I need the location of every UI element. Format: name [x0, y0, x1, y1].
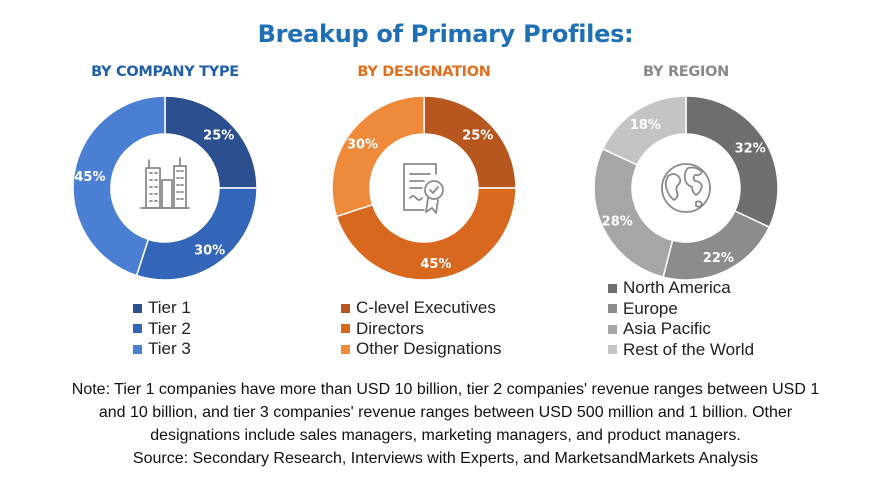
legend-label: Other Designations: [356, 339, 502, 358]
source-line: Source: Secondary Research, Interviews w…: [132, 450, 759, 467]
designation-panel: BY DESIGNATION 25% 45% 30% C-level Executi…: [279, 64, 569, 364]
company-type-panel: BY COMPANY TYPE 25% 30% 45% Tier 1 Tier 2 Ti…: [20, 64, 310, 364]
slice-directors: [335, 187, 517, 281]
legend-swatch: [608, 324, 617, 334]
slice-c-level-executives: [423, 95, 517, 189]
region-donut: 32% 22% 28% 18%: [593, 95, 779, 281]
company-type-donut: 25% 30% 45%: [72, 95, 258, 281]
slice-asia-pacific: [593, 147, 674, 279]
designation-legend: C-level Executives Directors Other Designa…: [341, 298, 502, 360]
chart-title: Breakup of Primary Profiles:: [257, 20, 634, 48]
slice-label-europe: 22%: [703, 251, 734, 266]
region-panel: BY REGION 32% 22% 28% 18% North America Euro…: [541, 64, 831, 364]
legend-label: Europe: [623, 298, 678, 318]
slice-label-north-america: 32%: [735, 141, 766, 156]
slice-label-asia-pacific: 28%: [602, 214, 633, 229]
legend-swatch: [608, 304, 617, 314]
legend-label: Directors: [356, 318, 425, 338]
legend-label: Tier 3: [148, 339, 191, 358]
slice-label-other-designations: 30%: [347, 137, 378, 152]
legend-item-tier-3: Tier 3: [133, 339, 191, 360]
legend-swatch: [133, 344, 142, 354]
legend-swatch: [608, 283, 617, 293]
note-line-3: designations include sales managers, mar…: [150, 427, 741, 444]
footnote: Note: Tier 1 companies have more than US…: [0, 378, 891, 470]
slice-rest-of-the-world: [601, 95, 687, 167]
legend-label: Tier 2: [148, 318, 191, 338]
slice-label-tier-1: 25%: [203, 128, 234, 143]
legend-swatch: [341, 324, 350, 334]
legend-item-north-america: North America: [608, 278, 754, 299]
legend-item-tier-1: Tier 1: [133, 298, 191, 319]
legend-label: North America: [623, 278, 731, 297]
legend-label: C-level Executives: [356, 298, 496, 317]
donut-hole: [111, 134, 219, 242]
slice-label-c-level-executives: 25%: [462, 128, 493, 143]
legend-label: Rest of the World: [623, 339, 755, 359]
legend-swatch: [341, 303, 350, 313]
legend-label: Asia Pacific: [623, 319, 711, 338]
region-legend: North America Europe Asia Pacific Rest of t…: [608, 278, 754, 360]
slice-label-tier-2: 30%: [194, 243, 225, 258]
note-line-2: and 10 billion, and tier 3 companies' re…: [98, 404, 793, 421]
slice-tier-1: [164, 95, 258, 189]
certificate-icon: [403, 163, 444, 214]
donut-hole: [632, 134, 740, 242]
legend-item-europe: Europe: [608, 299, 754, 320]
note-line-1: Note: Tier 1 companies have more than US…: [71, 381, 820, 398]
legend-item-tier-2: Tier 2: [133, 319, 191, 340]
legend-item-asia-pacific: Asia Pacific: [608, 319, 754, 340]
legend-item-other-designations: Other Designations: [341, 339, 502, 360]
slice-tier-2: [135, 187, 258, 281]
globe-icon: [661, 163, 711, 213]
legend-swatch: [133, 324, 142, 334]
donut-hole: [370, 134, 478, 242]
buildings-icon: [140, 157, 190, 209]
company-type-heading: BY COMPANY TYPE: [91, 64, 239, 80]
slice-tier-3: [72, 95, 166, 277]
slice-label-tier-3: 45%: [74, 170, 105, 185]
slice-label-rest-of-the-world: 18%: [630, 118, 661, 133]
slice-north-america: [685, 95, 779, 229]
slice-label-directors: 45%: [420, 257, 451, 272]
designation-donut: 25% 45% 30%: [331, 95, 517, 281]
legend-item-directors: Directors: [341, 319, 502, 340]
legend-item-rest-of-the-world: Rest of the World: [608, 340, 754, 361]
legend-label: Tier 1: [148, 298, 191, 317]
legend-swatch: [341, 344, 350, 354]
slice-other-designations: [331, 95, 425, 218]
designation-heading: BY DESIGNATION: [357, 64, 491, 80]
legend-swatch: [133, 303, 142, 313]
legend-swatch: [608, 345, 617, 355]
company-type-legend: Tier 1 Tier 2 Tier 3: [133, 298, 191, 360]
legend-item-c-level-executives: C-level Executives: [341, 298, 502, 319]
region-heading: BY REGION: [643, 64, 729, 80]
